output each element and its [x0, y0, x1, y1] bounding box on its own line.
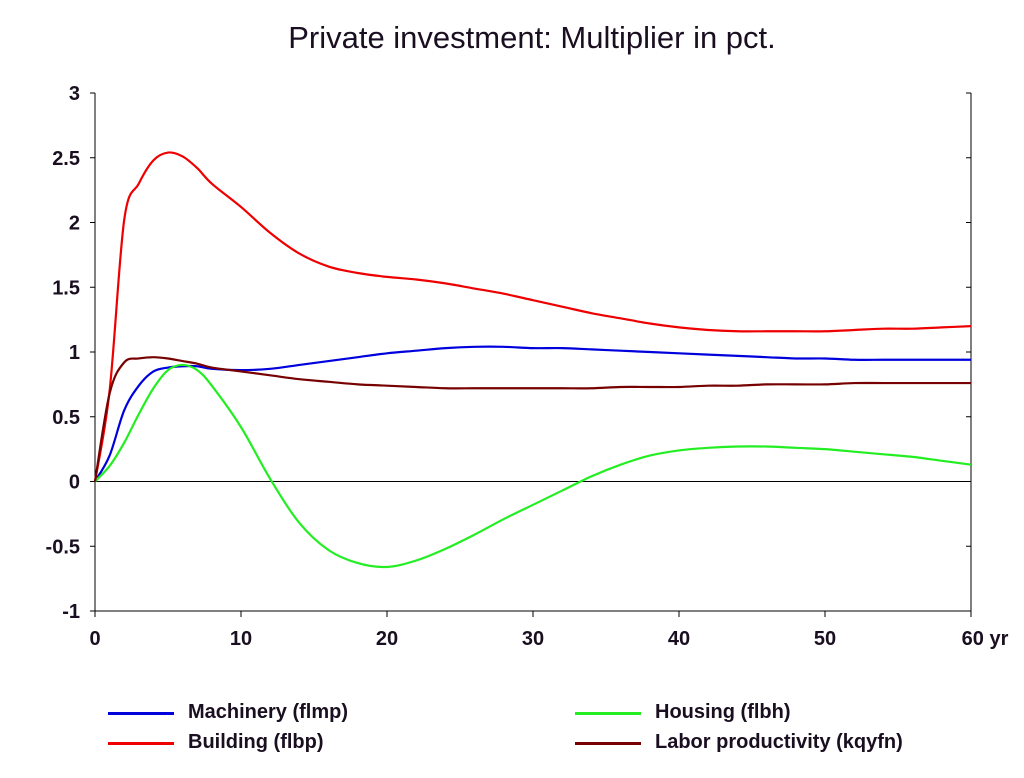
x-tick-label: 20	[376, 628, 398, 650]
y-tick-label: 0.5	[52, 407, 80, 429]
x-tick-label: 30	[522, 628, 544, 650]
series-lines	[93, 151, 972, 569]
series-line-labor-productivity	[93, 356, 971, 482]
x-tick-label: 60 yr	[962, 628, 1009, 650]
y-tick-label: 3	[69, 83, 80, 105]
plot-frame	[94, 93, 972, 612]
y-tick-label: -0.5	[46, 536, 80, 558]
axis-ticks: -1-0.500.511.522.530 10 20 30 40 50 60 yr	[46, 83, 1009, 650]
y-tick-label: 0	[69, 472, 80, 494]
series-line-housing	[94, 363, 972, 569]
y-tick-label: -1	[62, 601, 80, 623]
x-tick-label: 40	[668, 628, 690, 650]
y-tick-label: 2.5	[52, 148, 80, 170]
y-tick-label: 2	[69, 213, 80, 235]
x-tick-label: 0	[89, 628, 100, 650]
chart-title: Private investment: Multiplier in pct.	[288, 20, 776, 55]
y-tick-label: 1.5	[52, 277, 80, 299]
x-tick-label: 50	[814, 628, 836, 650]
series-line-machinery	[94, 345, 971, 483]
y-tick-label: 1	[69, 342, 80, 364]
x-tick-label: 10	[230, 628, 252, 650]
series-line-building	[93, 151, 972, 482]
